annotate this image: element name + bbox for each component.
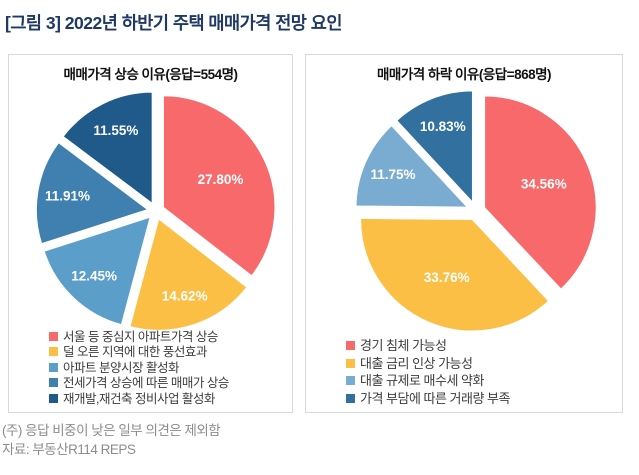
charts-row: 매매가격 상승 이유(응답=554명) 27.80% 14.62% 12.45% 11… [8,54,639,413]
legend-label: 가격 부담에 따른 거래량 부족 [360,390,510,406]
pie-slice-0 [483,94,598,291]
pie-slice-value-label: 33.76% [424,270,470,285]
footnote: (주) 응답 비중이 낮은 일부 의견은 제외함 [2,423,221,438]
fall-chart-title: 매매가격 하락 이유(응답=868명) [376,67,552,82]
pie-slice-1 [359,217,550,332]
source-note: 자료: 부동산R114 REPS [2,442,136,457]
pie-slice-value-label: 11.55% [93,123,138,138]
pie-slice-value-label: 34.56% [521,177,567,192]
pie-slice-value-label: 11.91% [45,189,90,204]
pie-slice-0 [162,94,276,277]
legend-swatch [49,331,58,341]
pie-slice-value-label: 12.45% [71,269,117,284]
fall-pie-chart: 34.56% 33.76% 11.75% 10.83% [355,89,598,332]
legend-item: 대출 규제로 매수세 약화 [346,372,510,390]
pie-slice-3 [35,141,149,245]
pie-slice-3 [395,89,474,204]
rise-pie-chart: 27.80% 14.62% 12.45% 11.91% 11.55% [35,91,276,332]
legend-label: 대출 금리 인상 가능성 [360,355,473,371]
legend-swatch [49,347,58,356]
legend-label: 서울 등 중심지 아파트가격 상승 [63,329,218,344]
legend-item: 가격 부담에 따른 거래량 부족 [346,390,510,408]
legend-swatch [346,393,355,403]
legend-swatch [49,393,58,403]
price-rise-panel: 매매가격 상승 이유(응답=554명) 27.80% 14.62% 12.45% 11… [8,54,293,413]
legend-label: 덜 오른 지역에 대한 풍선효과 [63,345,207,359]
pie-slice-2 [43,216,152,326]
legend-swatch [49,378,58,387]
rise-chart-title: 매매가격 상승 이유(응답=554명) [63,67,238,82]
price-fall-panel: 매매가격 하락 이유(응답=868명) 34.56% 33.76% 11.75% 10… [305,54,623,413]
legend-label: 대출 규제로 매수세 약화 [360,373,484,388]
pie-slice-value-label: 14.62% [162,289,208,304]
legend-item: 전세가격 상승에 따른 매매가 상승 [49,376,229,392]
legend-swatch [346,358,355,368]
legend-label: 전세가격 상승에 따른 매매가 상승 [63,376,229,390]
pie-slice-4 [62,91,154,205]
pie-slice-1 [128,217,248,332]
figure: [그림 3] 2022년 하반기 주택 매매가격 전망 요인 매매가격 상승 이… [0,10,639,459]
legend-label: 재개발,재건축 정비사업 활성화 [63,391,215,406]
legend-item: 서울 등 중심지 아파트가격 상승 [49,330,229,346]
legend-item: 아파트 분양시장 활성화 [49,361,229,377]
pie-slice-value-label: 10.83% [420,119,466,134]
legend-item: 덜 오른 지역에 대한 풍선효과 [49,345,229,361]
legend-swatch [346,376,355,385]
rise-legend: 서울 등 중심지 아파트가격 상승 덜 오른 지역에 대한 풍선효과 아파트 분양시… [49,330,229,408]
legend-item: 대출 금리 인상 가능성 [346,355,510,373]
legend-label: 아파트 분양시장 활성화 [63,360,179,375]
legend-label: 경기 침체 가능성 [360,338,447,353]
pie-slice-value-label: 27.80% [198,172,244,187]
legend-item: 재개발,재건축 정비사업 활성화 [49,392,229,408]
figure-title: [그림 3] 2022년 하반기 주택 매매가격 전망 요인 [5,13,342,33]
legend-swatch [49,362,58,372]
pie-slice-2 [355,124,469,209]
legend-item: 경기 침체 가능성 [346,337,510,355]
pie-slice-value-label: 11.75% [370,167,415,182]
legend-swatch [346,341,355,350]
